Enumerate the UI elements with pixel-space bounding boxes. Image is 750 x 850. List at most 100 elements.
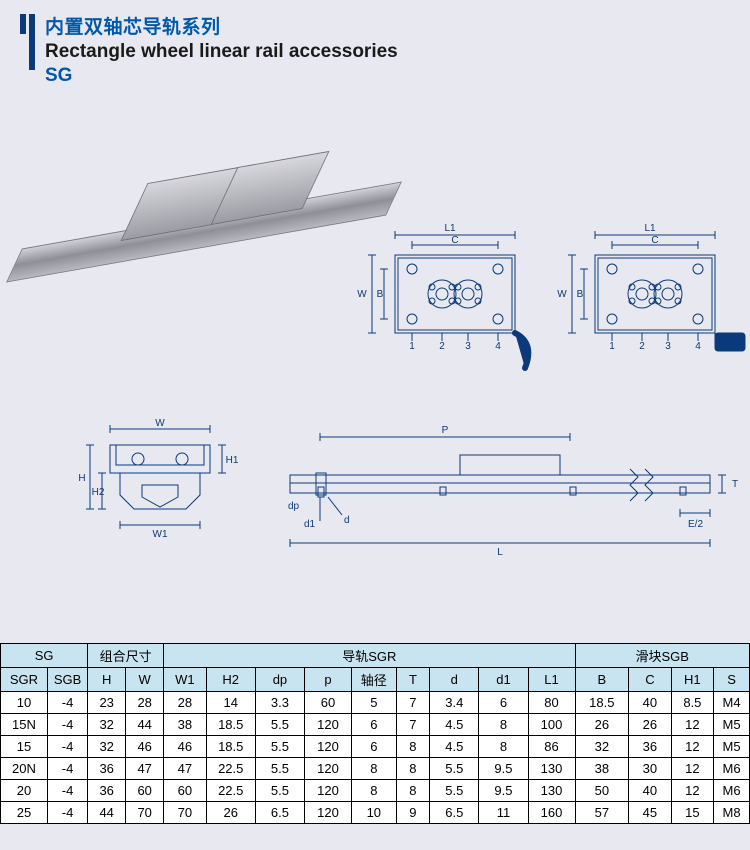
figure-area: L1 C W B 1 2 3 4 L1 C xyxy=(0,95,750,575)
table-cell: 20N xyxy=(1,758,48,780)
table-cell: 18.5 xyxy=(206,714,255,736)
table-cell: 28 xyxy=(164,692,206,714)
dim-H2: H2 xyxy=(92,487,105,498)
table-cell: 18.5 xyxy=(575,692,629,714)
svg-text:2: 2 xyxy=(639,341,645,352)
dim-L: L xyxy=(497,547,503,558)
table-cell: 8 xyxy=(479,736,528,758)
table-cell: 8 xyxy=(396,736,430,758)
table-cell: -4 xyxy=(47,780,87,802)
table-cell: 5 xyxy=(351,692,396,714)
pt-4: 4 xyxy=(495,341,501,352)
table-column-header: d1 xyxy=(479,668,528,692)
table-cell: 9 xyxy=(396,802,430,824)
table-cell: 8 xyxy=(396,758,430,780)
table-cell: 60 xyxy=(305,692,352,714)
dim-T: T xyxy=(732,479,738,490)
table-cell: 8 xyxy=(479,714,528,736)
table-cell: 6.5 xyxy=(255,802,304,824)
table-cell: 38 xyxy=(164,714,206,736)
table-group-header: 滑块SGB xyxy=(575,644,750,668)
table-cell: 20 xyxy=(1,780,48,802)
table-cell: 100 xyxy=(528,714,575,736)
table-cell: 23 xyxy=(88,692,126,714)
table-cell: 5.5 xyxy=(255,758,304,780)
table-cell: 5.5 xyxy=(255,780,304,802)
dim-d1: d1 xyxy=(304,519,316,530)
pt-1: 1 xyxy=(409,341,415,352)
table-cell: 46 xyxy=(164,736,206,758)
table-row: 20N-436474722.55.5120885.59.5130383012M6 xyxy=(1,758,750,780)
table-cell: 47 xyxy=(164,758,206,780)
table-row: 15-432464618.55.5120684.5886323612M5 xyxy=(1,736,750,758)
table-cell: 36 xyxy=(629,736,671,758)
table-cell: 70 xyxy=(164,802,206,824)
table-cell: 15 xyxy=(1,736,48,758)
svg-text:1: 1 xyxy=(609,341,615,352)
title-english: Rectangle wheel linear rail accessories xyxy=(45,41,398,63)
table-column-header: H xyxy=(88,668,126,692)
dim-dp: dp xyxy=(288,501,300,512)
title-chinese: 内置双轴芯导轨系列 xyxy=(45,12,398,39)
table-cell: 120 xyxy=(305,780,352,802)
table-cell: 15N xyxy=(1,714,48,736)
table-cell: 25 xyxy=(1,802,48,824)
page-header: 内置双轴芯导轨系列 Rectangle wheel linear rail ac… xyxy=(0,0,750,95)
dim-C-2: C xyxy=(651,235,658,246)
table-cell: 26 xyxy=(575,714,629,736)
dim-Wend: W xyxy=(155,418,165,429)
table-cell: 80 xyxy=(528,692,575,714)
table-column-header: d xyxy=(430,668,479,692)
table-cell: 22.5 xyxy=(206,780,255,802)
table-cell: 6 xyxy=(479,692,528,714)
table-cell: M8 xyxy=(714,802,750,824)
table-column-header: H2 xyxy=(206,668,255,692)
table-column-row: SGRSGBHWW1H2dpp轴径Tdd1L1BCH1S xyxy=(1,668,750,692)
table-cell: 70 xyxy=(126,802,164,824)
table-cell: 8 xyxy=(396,780,430,802)
table-cell: 60 xyxy=(126,780,164,802)
drawing-topview-lever: L1 C W B 1 2 3 4 xyxy=(350,215,540,385)
table-cell: 8 xyxy=(351,780,396,802)
table-cell: -4 xyxy=(47,692,87,714)
dim-B-2: B xyxy=(577,289,584,300)
table-cell: 12 xyxy=(671,714,713,736)
table-cell: 22.5 xyxy=(206,758,255,780)
table-row: 10-4232828143.360573.468018.5408.5M4 xyxy=(1,692,750,714)
table-cell: 60 xyxy=(164,780,206,802)
table-group-row: SG组合尺寸导轨SGR滑块SGB xyxy=(1,644,750,668)
table-cell: 8.5 xyxy=(671,692,713,714)
table-cell: 8 xyxy=(351,758,396,780)
spec-table: SG组合尺寸导轨SGR滑块SGB SGRSGBHWW1H2dpp轴径Tdd1L1… xyxy=(0,643,750,824)
table-cell: M4 xyxy=(714,692,750,714)
product-photo xyxy=(14,125,394,275)
header-text-block: 内置双轴芯导轨系列 Rectangle wheel linear rail ac… xyxy=(45,12,398,87)
dim-H1: H1 xyxy=(226,455,239,466)
table-cell: M6 xyxy=(714,780,750,802)
table-cell: 5.5 xyxy=(255,736,304,758)
table-cell: 38 xyxy=(575,758,629,780)
table-cell: 40 xyxy=(629,692,671,714)
table-cell: 40 xyxy=(629,780,671,802)
dim-B: B xyxy=(377,289,384,300)
dim-L1: L1 xyxy=(444,223,456,234)
table-row: 15N-432443818.55.5120674.58100262612M5 xyxy=(1,714,750,736)
table-cell: 28 xyxy=(126,692,164,714)
table-column-header: T xyxy=(396,668,430,692)
table-cell: 5.5 xyxy=(255,714,304,736)
table-cell: 26 xyxy=(629,714,671,736)
table-cell: 14 xyxy=(206,692,255,714)
table-cell: 12 xyxy=(671,780,713,802)
table-cell: 45 xyxy=(629,802,671,824)
header-accent-bars xyxy=(20,14,35,70)
table-cell: M5 xyxy=(714,714,750,736)
table-cell: 4.5 xyxy=(430,714,479,736)
svg-text:4: 4 xyxy=(695,341,701,352)
table-cell: 120 xyxy=(305,758,352,780)
table-row: 20-436606022.55.5120885.59.5130504012M6 xyxy=(1,780,750,802)
table-cell: -4 xyxy=(47,714,87,736)
dim-E2: E/2 xyxy=(688,519,703,530)
dim-C: C xyxy=(451,235,458,246)
table-cell: 130 xyxy=(528,758,575,780)
table-column-header: L1 xyxy=(528,668,575,692)
